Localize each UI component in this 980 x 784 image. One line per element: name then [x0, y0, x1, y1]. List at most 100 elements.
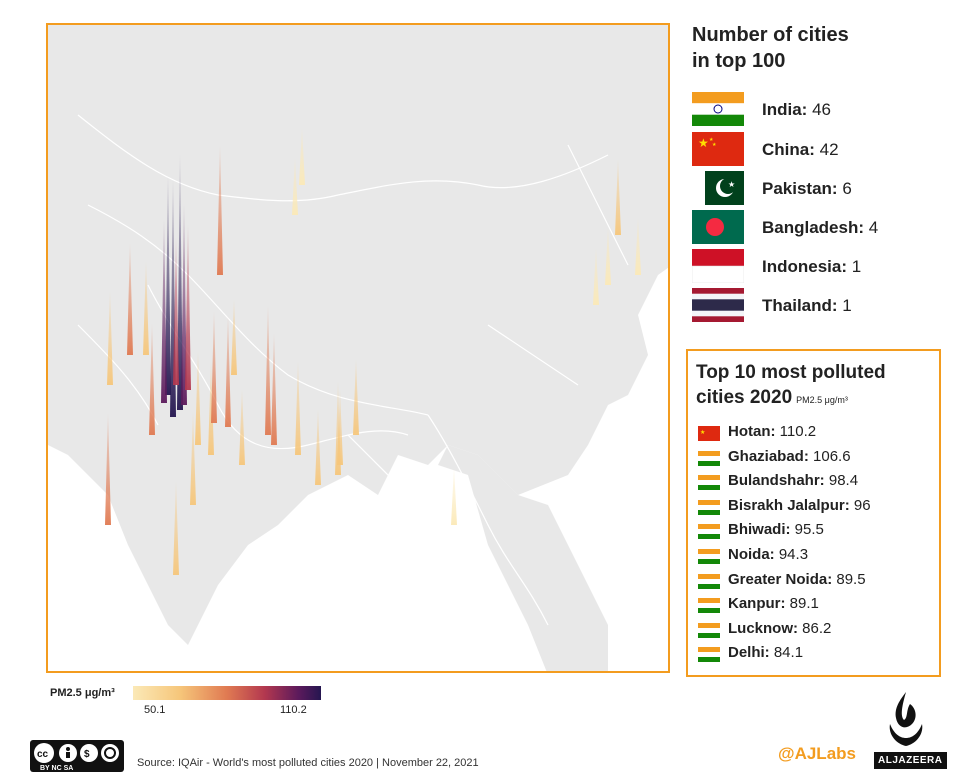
- svg-text:★: ★: [698, 136, 709, 150]
- city-row: Delhi: 84.1: [698, 643, 938, 665]
- country-count: 1: [851, 257, 862, 276]
- city-name: Greater Noida:: [728, 570, 833, 588]
- svg-text:★: ★: [712, 142, 717, 148]
- city-row: ★ Hotan: 110.2: [698, 422, 938, 444]
- city-name: Bhiwadi:: [728, 521, 791, 539]
- country-count: 4: [868, 218, 879, 237]
- cc-license-icon: cc $ BY NC SA: [30, 740, 124, 772]
- pollution-spike: [211, 311, 217, 423]
- pollution-spike: [173, 481, 179, 575]
- india-flag-icon: [698, 549, 720, 564]
- city-name: Bulandshahr:: [728, 472, 825, 490]
- pakistan-flag-icon: ★: [692, 171, 744, 205]
- india-flag-icon: [698, 647, 720, 663]
- aljazeera-wordmark: ALJAZEERA: [874, 752, 947, 769]
- city-value: 86.2: [798, 619, 832, 637]
- pollution-spike: [165, 175, 171, 395]
- city-value: 110.2: [775, 423, 817, 440]
- country-row-thailand: Thailand: 1: [692, 288, 962, 324]
- svg-text:★: ★: [709, 137, 714, 143]
- top10-title-line1: Top 10 most polluted: [696, 362, 886, 383]
- svg-text:★: ★: [728, 180, 735, 189]
- country-count: 6: [842, 179, 852, 198]
- pollution-spike: [143, 261, 149, 355]
- pollution-spike: [239, 389, 245, 465]
- pollution-spike: [451, 467, 457, 525]
- india-flag-icon: [698, 622, 720, 638]
- city-value: 96: [849, 496, 871, 514]
- aljazeera-logo-icon: [876, 690, 936, 750]
- country-name: Indonesia:: [762, 257, 848, 276]
- pollution-spike: [208, 361, 214, 455]
- country-count: 42: [819, 140, 839, 159]
- country-name: India:: [762, 100, 808, 119]
- city-value: 98.4: [824, 472, 859, 490]
- city-value: 89.5: [832, 570, 866, 588]
- india-flag-icon: [698, 598, 720, 614]
- pollution-spike: [231, 299, 237, 375]
- bangladesh-flag-icon: [692, 210, 744, 244]
- legend-max: 110.2: [280, 704, 307, 716]
- city-name: Hotan:: [728, 423, 776, 440]
- country-row-bangladesh: Bangladesh: 4: [692, 210, 962, 246]
- country-name: Thailand:: [762, 296, 838, 315]
- pollution-spike: [105, 413, 111, 525]
- pollution-spike: [173, 237, 179, 385]
- country-row-india: India: 46: [692, 92, 962, 128]
- city-value: 106.6: [808, 447, 851, 465]
- pollution-spike: [127, 243, 133, 355]
- city-name: Noida:: [728, 546, 775, 563]
- pollution-spike: [149, 323, 155, 435]
- thailand-flag-icon: [692, 288, 744, 322]
- india-flag-icon: [698, 499, 720, 515]
- india-flag-icon: [698, 573, 720, 589]
- pollution-spike: [335, 381, 341, 475]
- city-value: 84.1: [769, 644, 804, 662]
- city-value: 94.3: [774, 546, 809, 563]
- city-row: Kanpur: 89.1: [698, 594, 938, 616]
- pollution-map: [46, 23, 670, 673]
- pollution-spike: [292, 157, 298, 215]
- pollution-spike: [225, 315, 231, 427]
- city-value: 95.5: [790, 521, 824, 539]
- southeast-asia: [438, 445, 608, 671]
- pollution-spike: [353, 359, 359, 435]
- country-name: China:: [762, 140, 815, 159]
- country-count: 46: [812, 100, 831, 119]
- city-row: Greater Noida: 89.5: [698, 570, 938, 592]
- city-row: Ghaziabad: 106.6: [698, 447, 938, 469]
- top10-title: Top 10 most polluted cities 2020 PM2.5 μg…: [696, 360, 886, 413]
- country-name: Bangladesh:: [762, 218, 865, 237]
- india-flag-icon: [698, 450, 720, 466]
- pollution-spike: [271, 333, 277, 445]
- indonesia-flag-icon: [692, 249, 744, 283]
- pollution-spike: [265, 305, 271, 435]
- country-count: 1: [842, 296, 852, 315]
- city-name: Bisrakh Jalalpur:: [728, 496, 850, 514]
- legend-color-bar: [133, 686, 321, 700]
- top10-units: PM2.5 μg/m³: [796, 395, 848, 405]
- country-panel-title-line2: in top 100: [692, 50, 786, 72]
- city-name: Kanpur:: [728, 595, 786, 613]
- city-row: Bulandshahr: 98.4: [698, 471, 938, 493]
- pollution-spike: [295, 361, 301, 455]
- country-row-indonesia: Indonesia: 1: [692, 249, 962, 285]
- pollution-spike: [635, 217, 641, 275]
- city-value: 89.1: [785, 595, 819, 613]
- country-borders: [77, 114, 629, 626]
- india-flag-icon: [698, 475, 720, 491]
- legend-label: PM2.5 μg/m³: [50, 687, 115, 699]
- cc-license-text: BY NC SA: [40, 765, 73, 772]
- china-flag-icon: ★ ★ ★: [692, 132, 744, 166]
- city-row: Bhiwadi: 95.5: [698, 520, 938, 542]
- source-text: Source: IQAir - World's most polluted ci…: [137, 757, 479, 769]
- svg-text:cc: cc: [37, 749, 49, 760]
- ajlabs-handle[interactable]: @AJLabs: [778, 744, 856, 763]
- pollution-spike: [181, 203, 187, 405]
- city-name: Delhi:: [728, 644, 770, 662]
- pollution-spikes: [105, 127, 641, 575]
- city-name: Ghaziabad:: [728, 447, 809, 465]
- pollution-spike: [615, 159, 621, 235]
- svg-text:★: ★: [700, 429, 705, 436]
- country-row-pakistan: ★ Pakistan: 6: [692, 171, 962, 207]
